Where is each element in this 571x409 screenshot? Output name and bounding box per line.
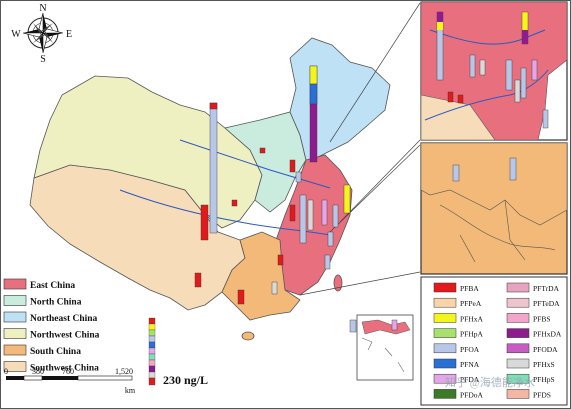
compound-legend-swatch <box>433 373 457 384</box>
compound-legend-label: PFHpA <box>460 330 484 339</box>
region-legend-swatch <box>3 344 27 356</box>
region-legend-swatch <box>3 278 27 290</box>
site-bar-tall-northwest <box>209 102 218 234</box>
region-legend-label: East China <box>30 281 75 291</box>
site-bar <box>343 184 351 214</box>
region-legend: East China North China Northeast China Nort… <box>3 278 100 374</box>
compound-legend-swatch <box>433 297 457 308</box>
site-bar <box>271 281 278 295</box>
zoom-lines <box>299 2 421 296</box>
region-legend-label: Northwest China <box>30 331 100 341</box>
site-bar <box>289 204 296 222</box>
compound-legend-label: PFHxA <box>460 314 484 323</box>
compound-legend-label: PFBA <box>460 284 479 293</box>
compound-legend-label: PFPeA <box>460 299 482 308</box>
compound-legend-label: PFOA <box>460 345 480 354</box>
region-legend-swatch <box>3 328 27 339</box>
compound-legend-label: PFTeDA <box>533 299 560 308</box>
compound-legend-swatch <box>506 373 530 384</box>
region-legend-swatch <box>3 361 27 372</box>
compound-legend-swatch <box>506 328 530 338</box>
site-bar <box>237 289 245 305</box>
hainan-island <box>241 331 255 341</box>
compound-legend-label: PFDS <box>533 390 551 399</box>
compound-legend-swatch <box>433 282 457 293</box>
site-bar <box>200 204 209 241</box>
site-bar <box>321 199 328 226</box>
compound-legend-label: PFDA <box>460 375 480 384</box>
region-legend-swatch <box>3 295 27 306</box>
scale-bar: 0 380 760 1,520 km <box>4 367 136 395</box>
compass-east-label: E <box>66 29 72 40</box>
site-bar <box>299 194 307 244</box>
site-bar <box>295 171 302 183</box>
south-china-sea-inset <box>356 314 414 381</box>
compound-legend-swatch <box>433 358 457 369</box>
region-east-china <box>275 154 353 296</box>
region-legend-label: North China <box>30 298 82 308</box>
inset1-bars <box>436 11 549 129</box>
compound-legend-label: PFBS <box>533 314 551 323</box>
compound-legend-label: PFHxS <box>533 360 555 369</box>
scale-tick-1520: 1,520 <box>115 367 133 376</box>
compound-legend-swatch <box>433 343 457 354</box>
compass-south-label: S <box>40 54 46 65</box>
region-legend-label: Southwest China <box>30 364 99 374</box>
site-bar <box>231 199 238 207</box>
compass-rose-icon <box>22 12 64 54</box>
compound-legend-swatch <box>433 313 457 323</box>
inset-pearl-delta <box>420 142 568 275</box>
scale-unit: km <box>125 386 136 395</box>
site-bar <box>349 319 357 333</box>
compass-west-label: W <box>11 29 21 40</box>
site-bars <box>194 65 398 333</box>
compound-legend-label: PFTrDA <box>533 284 560 293</box>
site-bar <box>327 231 334 247</box>
compound-legend-swatch <box>506 297 530 308</box>
compound-legend-swatch <box>506 313 530 323</box>
compound-legend-label: PFDoA <box>460 390 484 399</box>
site-bar <box>277 254 284 266</box>
compound-legend-swatch <box>506 343 530 354</box>
reference-bar <box>148 317 156 386</box>
compound-legend-label: PFODA <box>533 345 558 354</box>
compound-legend: PFBA PFTrDA PFPeA PFTeDA PFHxA PFBS PFHpA PFHxD… <box>433 282 562 399</box>
compound-legend-label: PFHpS <box>533 375 555 384</box>
site-bar <box>194 272 202 288</box>
site-bar <box>391 319 398 331</box>
compound-legend-swatch <box>433 328 457 338</box>
region-north-china <box>224 111 307 213</box>
compound-legend-label: PFHxDA <box>533 330 562 339</box>
compound-legend-label: PFNA <box>460 360 480 369</box>
watermark: 知乎 @海德能净水 <box>445 375 535 389</box>
scale-tick-760: 760 <box>62 367 74 376</box>
region-legend-label: Northeast China <box>30 314 98 324</box>
scale-tick-0: 0 <box>4 367 8 376</box>
site-bar <box>259 147 266 154</box>
site-bar <box>332 204 339 228</box>
region-legend-swatch <box>3 311 27 323</box>
site-bar <box>324 254 331 270</box>
compound-legend-swatch <box>433 389 457 399</box>
inset-yangtze-delta <box>420 1 568 141</box>
site-bar-northeast <box>309 65 318 163</box>
compound-legend-swatch <box>506 358 530 369</box>
site-bar <box>289 159 296 173</box>
reference-bar-label: 230 ng/L <box>163 373 208 387</box>
region-legend-label: South China <box>30 347 81 357</box>
site-bar <box>307 199 314 231</box>
compound-legend-swatch <box>506 389 530 399</box>
compound-legend-swatch <box>506 282 530 293</box>
scale-tick-380: 380 <box>32 367 44 376</box>
region-northwest-china <box>33 75 263 229</box>
compass-north-label: N <box>39 3 46 14</box>
